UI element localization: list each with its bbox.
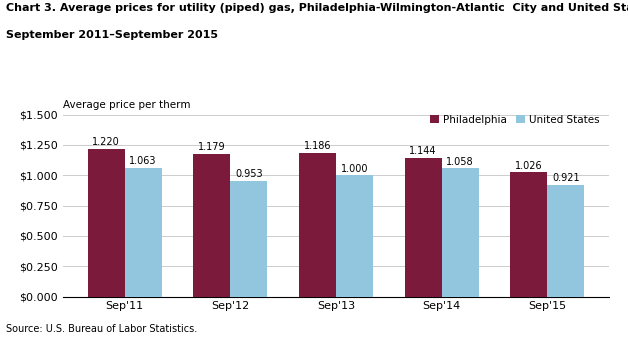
Text: 1.179: 1.179 [198, 142, 225, 152]
Bar [511, 172, 548, 297]
Bar [230, 181, 268, 297]
Legend: Philadelphia, United States: Philadelphia, United States [426, 111, 604, 129]
Text: 0.921: 0.921 [552, 173, 580, 183]
Text: Source: U.S. Bureau of Labor Statistics.: Source: U.S. Bureau of Labor Statistics. [6, 324, 198, 334]
Bar [124, 167, 161, 297]
Text: 1.000: 1.000 [341, 164, 368, 174]
Text: Chart 3. Average prices for utility (piped) gas, Philadelphia-Wilmington-Atlanti: Chart 3. Average prices for utility (pip… [6, 3, 628, 13]
Bar [336, 175, 373, 297]
Bar [404, 158, 441, 297]
Text: 1.144: 1.144 [409, 146, 437, 156]
Bar [299, 153, 336, 297]
Text: 0.953: 0.953 [235, 170, 263, 179]
Text: September 2011–September 2015: September 2011–September 2015 [6, 30, 219, 40]
Text: 1.186: 1.186 [304, 141, 331, 151]
Text: Average price per therm: Average price per therm [63, 99, 190, 110]
Bar [88, 149, 124, 297]
Bar [441, 168, 479, 297]
Bar [193, 154, 230, 297]
Text: 1.063: 1.063 [129, 156, 157, 166]
Bar [548, 185, 584, 297]
Text: 1.058: 1.058 [447, 157, 474, 166]
Text: 1.220: 1.220 [92, 137, 120, 147]
Text: 1.026: 1.026 [515, 160, 543, 171]
